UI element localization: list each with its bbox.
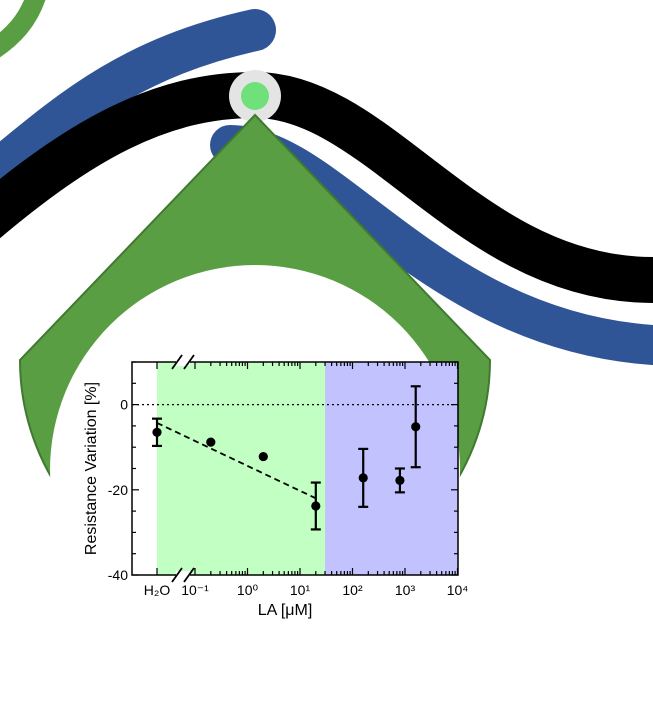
x-tick-label: 10¹ [290, 582, 311, 598]
x-tick-label: 10² [342, 582, 363, 598]
y-tick-label: -20 [108, 482, 128, 498]
data-points [152, 385, 421, 531]
y-tick-label: -40 [108, 567, 128, 583]
blue-band-top [0, 9, 276, 196]
x-tick-label: 10⁴ [447, 582, 469, 598]
axis-break-slash [183, 567, 195, 583]
point-marker [206, 437, 216, 447]
data-point [394, 467, 405, 494]
data-point [152, 417, 162, 448]
region-green [157, 362, 326, 575]
tick-labels: 0 -20 -40 H₂O 10⁻¹ 10⁰ 10¹ 10² 10³ 10⁴ [108, 397, 469, 598]
data-point [206, 437, 216, 447]
axis-break-gap [176, 571, 190, 579]
data-point [410, 385, 421, 469]
y-tick-label: 0 [120, 397, 128, 413]
x-tick-label: 10⁰ [237, 582, 259, 598]
resistance-chart: 0 -20 -40 H₂O 10⁻¹ 10⁰ 10¹ 10² 10³ 10⁴ LA [μM] Re… [83, 354, 469, 619]
point-marker [358, 473, 368, 483]
axis-break-slash [171, 567, 183, 583]
region-blue [325, 362, 458, 575]
data-point [258, 451, 268, 462]
axis-break-slash [171, 354, 183, 370]
data-point [358, 447, 369, 508]
point-marker [395, 475, 405, 486]
sensor-dot [241, 82, 269, 110]
point-marker [258, 451, 268, 462]
y-axis-label: Resistance Variation [%] [83, 382, 100, 555]
x-axis-label: LA [μM] [258, 602, 313, 619]
data-point [310, 481, 321, 531]
x-tick-label: H₂O [144, 582, 171, 598]
point-marker [411, 422, 421, 432]
point-marker [311, 501, 321, 511]
plot-frame [131, 361, 459, 576]
axis-break-slash [183, 354, 195, 370]
green-arc-topleft [0, 0, 46, 58]
axis-break-gap [176, 358, 190, 366]
point-marker [152, 427, 162, 437]
axis-break-marks [171, 354, 195, 583]
x-tick-label: 10⁻¹ [181, 582, 209, 598]
x-tick-label: 10³ [395, 582, 416, 598]
